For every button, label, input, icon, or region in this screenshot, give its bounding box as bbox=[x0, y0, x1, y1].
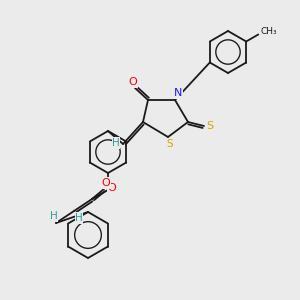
Text: H: H bbox=[50, 211, 58, 221]
Text: S: S bbox=[167, 139, 173, 149]
Text: N: N bbox=[174, 88, 182, 98]
Text: O: O bbox=[129, 77, 137, 87]
Text: CH₃: CH₃ bbox=[260, 27, 277, 36]
Text: O: O bbox=[102, 178, 110, 188]
Text: H: H bbox=[112, 138, 120, 148]
Text: O: O bbox=[108, 183, 116, 193]
Text: S: S bbox=[206, 121, 214, 131]
Text: H: H bbox=[75, 213, 83, 223]
